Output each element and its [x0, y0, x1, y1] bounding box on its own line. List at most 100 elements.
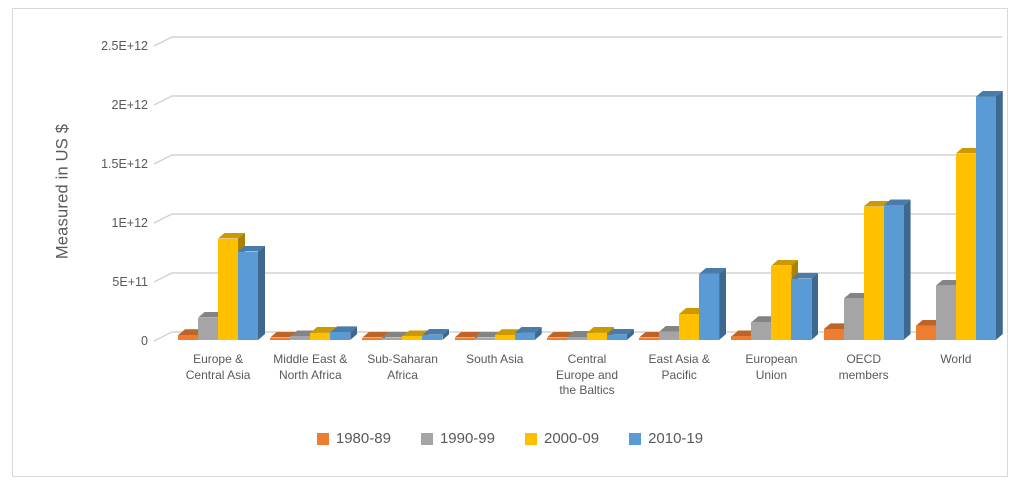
y-tick-label: 5E+11 — [112, 275, 148, 289]
legend-label: 2000-09 — [544, 430, 600, 447]
bar-2000-09-6-top — [771, 260, 798, 266]
category-label-7: OECD members — [838, 352, 889, 382]
gridline-2E+12 — [153, 95, 1002, 106]
bar-1980-89-8 — [915, 325, 936, 340]
bar-2010-19-0-side — [258, 246, 265, 341]
legend-item-2010-19: 2010-19 — [629, 430, 703, 447]
y-tick-label: 1.5E+12 — [101, 157, 148, 171]
bar-1980-89-6 — [731, 336, 752, 340]
bar-1980-89-4 — [546, 337, 567, 340]
bar-2010-19-8-side — [996, 91, 1003, 340]
bar-2000-09-1 — [310, 332, 331, 340]
bar-1980-89-6-top — [731, 330, 758, 336]
bar-2010-19-7 — [883, 205, 904, 340]
bar-2010-19-5-top — [699, 268, 726, 274]
bar-2000-09-0 — [218, 238, 238, 340]
bar-2010-19-7-top — [884, 199, 911, 205]
bar-1980-89-3 — [454, 337, 475, 340]
bar-1990-99-6-top — [751, 316, 778, 322]
category-label-0: Europe & Central Asia — [185, 352, 251, 382]
bar-2010-19-0-top — [238, 246, 265, 252]
bar-2010-19-1-side — [350, 326, 357, 340]
bar-2010-19-2 — [422, 334, 443, 340]
bar-1990-99-4 — [566, 337, 587, 340]
bar-2000-09-4-top — [587, 327, 614, 333]
y-tick-label: 1E+12 — [111, 216, 149, 230]
legend-label: 2010-19 — [648, 430, 704, 447]
bar-2010-19-6-side — [811, 273, 818, 340]
y-axis-title: Measured in US $ — [53, 123, 72, 260]
legend-swatch-icon — [525, 432, 537, 445]
bar-1980-89-2-top — [362, 332, 389, 338]
bar-2010-19-4-side — [627, 329, 634, 340]
bar-1990-99-3-top — [475, 332, 502, 338]
bar-2010-19-2-side — [442, 329, 449, 340]
bar-1990-99-0-top — [198, 312, 225, 318]
bar-2010-19-6 — [791, 278, 812, 340]
bar-2000-09-3 — [494, 335, 515, 340]
legend-swatch-icon — [629, 432, 642, 445]
legend-item-1990-99: 1990-99 — [420, 430, 495, 447]
bar-2000-09-7-top — [864, 201, 891, 207]
bar-1980-89-1-top — [270, 332, 297, 338]
bar-2010-19-0 — [238, 251, 258, 340]
bar-1980-89-1 — [270, 337, 291, 340]
legend-swatch-icon — [316, 432, 329, 445]
bar-1980-89-0-top — [178, 329, 205, 335]
bar-1980-89-5 — [639, 337, 660, 340]
bar-2000-09-6 — [771, 265, 792, 340]
legend-item-1980-89: 1980-89 — [316, 430, 391, 447]
bar-2010-19-1 — [330, 332, 351, 340]
bar-1990-99-4-top — [567, 331, 594, 337]
gridline-2.5E+12 — [153, 36, 1002, 47]
bar-1990-99-8-top — [936, 280, 963, 286]
bar-2010-19-4 — [606, 334, 627, 340]
bar-1990-99-0 — [198, 317, 218, 340]
bar-1980-89-2 — [362, 337, 383, 340]
bar-1990-99-5-top — [659, 326, 686, 332]
gridline-1E+12 — [153, 213, 1002, 224]
category-label-6: European Union — [745, 352, 798, 382]
category-label-2: Sub-Saharan Africa — [367, 352, 438, 382]
bar-1980-89-4-top — [547, 332, 574, 338]
category-label-3: South Asia — [466, 352, 524, 366]
legend: 1980-89 1990-99 2000-09 2010-19 — [0, 430, 1020, 447]
bar-1990-99-1-top — [290, 330, 317, 336]
bar-1980-89-5-top — [639, 332, 666, 338]
bar-2010-19-1-top — [330, 326, 357, 332]
bar-2000-09-5-top — [679, 308, 706, 314]
category-label-4: Central Europe and the Baltics — [555, 352, 619, 398]
legend-label: 1990-99 — [439, 430, 495, 447]
bar-1990-99-1 — [290, 336, 311, 340]
bar-1990-99-5 — [659, 331, 680, 340]
legend-label: 1980-89 — [335, 430, 391, 447]
bar-1990-99-8 — [935, 285, 956, 340]
legend-item-2000-09: 2000-09 — [525, 430, 599, 447]
bar-2010-19-2-top — [422, 329, 449, 335]
bar-1990-99-6 — [751, 322, 772, 340]
bar-2000-09-1-top — [310, 327, 337, 333]
gridline-1.5E+12 — [153, 154, 1002, 165]
y-tick-label: 0 — [141, 334, 148, 348]
bar-2010-19-7-side — [904, 199, 911, 340]
bar-2000-09-0-top — [218, 233, 245, 239]
bar-2010-19-5 — [699, 273, 720, 340]
bar-2000-09-2 — [402, 336, 423, 340]
bar-1990-99-2-top — [382, 332, 409, 338]
y-tick-label: 2.5E+12 — [101, 39, 148, 53]
bar-2010-19-6-top — [791, 273, 818, 279]
bar-1980-89-7-top — [824, 323, 851, 329]
category-label-1: Middle East & North Africa — [273, 352, 348, 382]
bar-1990-99-7 — [843, 298, 864, 340]
bar-2010-19-8-top — [976, 91, 1003, 97]
bar-2000-09-4 — [586, 332, 607, 340]
bar-1990-99-2 — [382, 337, 403, 340]
bar-2010-19-3-side — [535, 327, 542, 340]
bar-1980-89-8-top — [916, 320, 943, 326]
bar-2010-19-3-top — [515, 327, 542, 333]
bar-2010-19-3 — [514, 332, 535, 340]
legend-swatch-icon — [420, 432, 433, 445]
bar-2000-09-8 — [955, 153, 976, 340]
bar-2010-19-8 — [975, 96, 996, 340]
